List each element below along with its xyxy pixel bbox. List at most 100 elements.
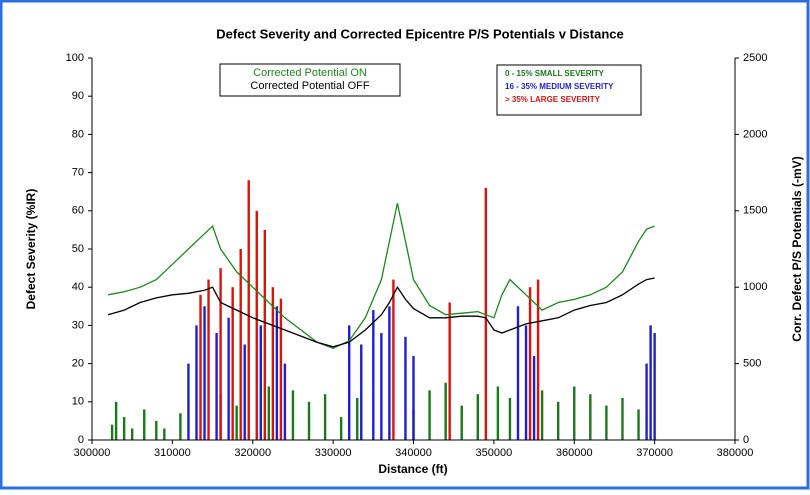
y2-tick-label: 1000 — [743, 281, 767, 293]
bar — [528, 287, 532, 440]
y-tick-label: 100 — [66, 52, 84, 64]
bar — [476, 394, 479, 440]
bar — [392, 279, 395, 440]
legend-entry: Corrected Potential OFF — [250, 80, 369, 92]
bar — [460, 405, 463, 440]
bar — [255, 210, 258, 440]
y2-tick-label: 2500 — [743, 52, 767, 64]
bar — [239, 249, 242, 440]
bar — [339, 417, 343, 440]
legend-entry: 0 - 15% SMALL SEVERITY — [505, 69, 605, 78]
y-tick-label: 90 — [72, 90, 84, 102]
y2-tick-label: 1500 — [743, 205, 767, 217]
bar — [508, 397, 512, 440]
bar — [428, 390, 431, 440]
chart-title: Defect Severity and Corrected Epicentre … — [216, 26, 623, 41]
bar — [271, 287, 275, 440]
y-tick-label: 10 — [72, 396, 84, 408]
x-tick-label: 300000 — [74, 447, 111, 459]
x-tick-label: 370000 — [636, 447, 673, 459]
bar — [235, 405, 238, 440]
bar — [589, 394, 592, 440]
bar — [275, 306, 279, 440]
bar — [532, 355, 536, 440]
bar — [279, 298, 283, 440]
bar — [219, 268, 222, 440]
x-tick-label: 340000 — [395, 447, 432, 459]
bar — [356, 397, 359, 440]
x-tick-label: 330000 — [315, 447, 352, 459]
y2-axis-label: Corr. Defect P/S Potentials (-mV) — [790, 156, 804, 341]
bar — [388, 306, 391, 440]
line-legend-box — [219, 63, 401, 97]
bar — [259, 325, 262, 440]
bar — [203, 306, 206, 440]
bar — [163, 428, 166, 440]
bar — [195, 325, 198, 440]
legend-entry: 16 - 35% MEDIUM SEVERITY — [505, 82, 614, 91]
y-tick-label: 50 — [72, 243, 84, 255]
x-tick-label: 380000 — [717, 447, 754, 459]
bar — [573, 386, 576, 440]
bar — [621, 397, 624, 440]
bar — [372, 310, 375, 440]
bar — [110, 424, 114, 440]
y-tick-label: 20 — [72, 358, 84, 370]
x-tick-label: 310000 — [154, 447, 191, 459]
bar — [448, 302, 451, 440]
bar — [516, 306, 520, 440]
bar — [556, 401, 560, 440]
x-tick-label: 350000 — [476, 447, 513, 459]
bar — [653, 333, 656, 440]
x-tick-label: 320000 — [234, 447, 271, 459]
y2-tick-label: 0 — [743, 434, 749, 446]
y2-tick-label: 2000 — [743, 128, 767, 140]
bar — [243, 344, 246, 440]
bar — [323, 394, 327, 440]
bar — [247, 180, 250, 441]
bar — [348, 325, 351, 440]
bar — [283, 363, 287, 440]
legend-entry: Corrected Potential ON — [253, 67, 367, 79]
bar — [540, 390, 544, 440]
bar — [645, 363, 648, 440]
bar — [199, 294, 202, 440]
bar — [215, 333, 218, 440]
line — [107, 203, 655, 350]
bar — [267, 386, 271, 440]
bar — [444, 382, 447, 440]
bar — [207, 279, 210, 440]
x-axis-label: Distance (ft) — [378, 462, 447, 476]
y-tick-label: 80 — [72, 128, 84, 140]
bar — [227, 317, 230, 440]
y-axis-label: Defect Severity (%IR) — [24, 189, 38, 310]
bar — [380, 333, 383, 440]
x-tick-label: 360000 — [556, 447, 593, 459]
y-tick-label: 60 — [72, 205, 84, 217]
bar — [130, 428, 134, 440]
bar — [360, 344, 363, 440]
bar — [114, 401, 118, 440]
bar — [637, 409, 640, 440]
bar — [263, 229, 267, 440]
bar — [291, 390, 295, 440]
y-tick-label: 0 — [78, 434, 84, 446]
legend-entry: > 35% LARGE SEVERITY — [505, 95, 601, 104]
bar — [179, 413, 182, 440]
bar — [231, 287, 234, 440]
bar — [122, 417, 126, 440]
bar — [307, 401, 311, 440]
y-tick-label: 40 — [72, 281, 84, 293]
bar — [404, 336, 407, 440]
bar-legend-box — [496, 64, 642, 116]
bar — [649, 325, 652, 440]
bar — [496, 386, 500, 440]
bar — [524, 325, 528, 440]
y2-tick-label: 500 — [743, 358, 761, 370]
bar — [484, 187, 488, 440]
bar — [155, 420, 158, 440]
line — [107, 277, 655, 348]
bar — [187, 363, 190, 440]
